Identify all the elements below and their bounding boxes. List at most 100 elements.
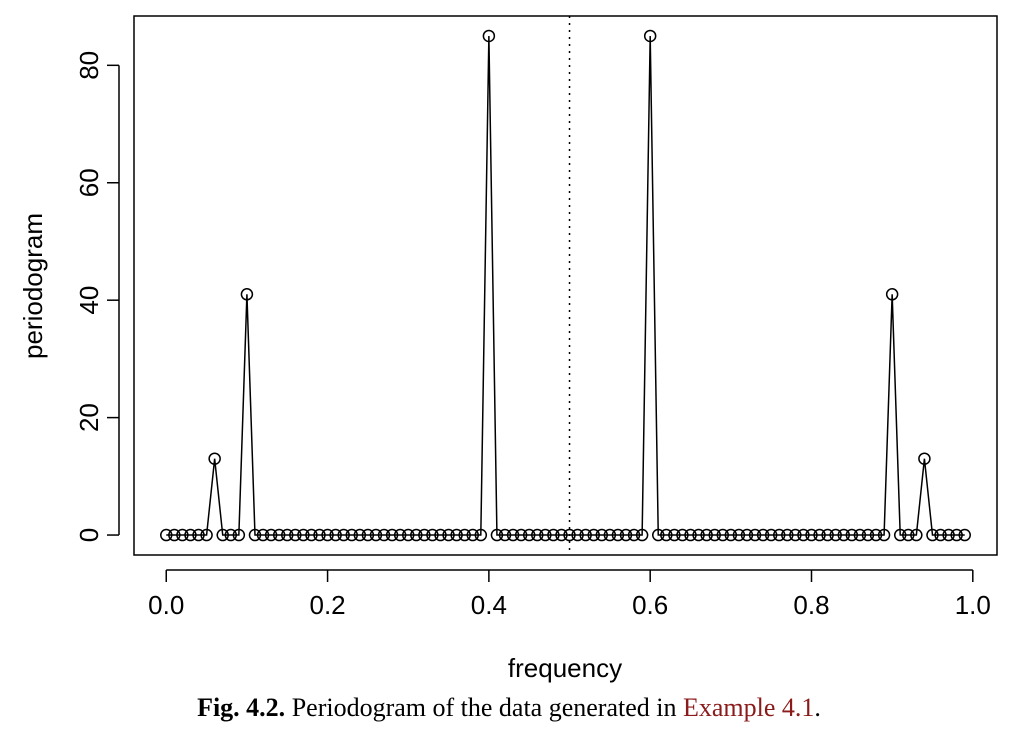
data-point: [724, 528, 738, 542]
data-point: [345, 528, 359, 542]
data-point: [635, 528, 649, 542]
data-point: [208, 452, 221, 465]
x-tick-label: 0.2: [309, 590, 345, 620]
x-axis-label: frequency: [508, 653, 622, 683]
caption-figure-label: Fig. 4.2.: [197, 693, 286, 722]
data-point: [385, 528, 399, 542]
y-axis: 0 20 40 60 80: [74, 51, 120, 542]
data-point: [240, 288, 254, 301]
data-point: [458, 528, 471, 542]
data-point: [861, 528, 875, 542]
series-line: [166, 35, 965, 536]
data-point: [176, 528, 189, 542]
data-point: [160, 528, 173, 542]
data-point: [692, 528, 705, 542]
data-point: [652, 528, 665, 542]
data-point: [845, 528, 859, 542]
data-point: [361, 528, 375, 542]
data-point: [450, 528, 463, 542]
periodogram-chart: 0.0 0.2 0.4 0.6 0.8 1.0 0 20 40 60 80 frequency p…: [18, 15, 998, 683]
data-point: [942, 528, 955, 542]
data-point: [168, 528, 181, 542]
data-point: [490, 528, 504, 542]
data-point: [934, 528, 947, 542]
caption-text: Periodogram of the data generated in: [285, 693, 683, 722]
data-point: [764, 528, 778, 542]
data-point: [708, 528, 721, 542]
data-point: [797, 528, 810, 542]
data-point: [668, 528, 681, 542]
data-point: [950, 528, 963, 542]
data-point: [522, 528, 536, 542]
figure-caption: Fig. 4.2. Periodogram of the data genera…: [0, 693, 1018, 723]
data-point: [498, 528, 512, 542]
data-point: [926, 528, 939, 542]
x-tick-label: 1.0: [955, 590, 991, 620]
data-point: [611, 528, 625, 542]
y-tick-label: 80: [74, 51, 104, 80]
data-point: [740, 528, 754, 542]
plot-frame: [133, 15, 998, 556]
data-point: [353, 528, 367, 542]
data-point: [539, 528, 552, 542]
data-point: [805, 528, 818, 542]
data-point: [192, 528, 205, 542]
data-point: [877, 528, 891, 542]
data-point: [781, 528, 794, 542]
data-point: [869, 528, 883, 542]
data-point: [232, 528, 246, 542]
data-point: [789, 528, 802, 542]
data-point: [410, 528, 423, 542]
data-point: [579, 528, 592, 542]
data-point: [272, 528, 286, 542]
data-point: [474, 528, 488, 542]
series-layer: [160, 29, 971, 542]
data-point: [756, 528, 770, 542]
caption-end: .: [814, 693, 821, 722]
x-tick-label: 0.4: [471, 590, 507, 620]
data-point: [595, 528, 609, 542]
data-point: [256, 528, 270, 542]
x-axis: 0.0 0.2 0.4 0.6 0.8 1.0: [148, 569, 991, 620]
data-point: [716, 528, 730, 542]
data-point: [466, 528, 479, 542]
data-point: [563, 528, 576, 542]
y-tick-label: 60: [74, 168, 104, 197]
data-point: [571, 528, 584, 542]
data-point: [442, 528, 455, 542]
data-point: [305, 528, 318, 542]
data-point: [514, 528, 528, 542]
y-tick-label: 0: [74, 528, 104, 542]
caption-example-link[interactable]: Example 4.1: [682, 693, 815, 722]
data-point: [813, 528, 826, 542]
data-point: [587, 528, 600, 542]
data-point: [958, 528, 971, 542]
y-tick-label: 20: [74, 403, 104, 432]
data-point: [555, 528, 568, 542]
data-point: [297, 528, 310, 542]
data-point: [700, 528, 713, 542]
data-point: [506, 528, 520, 542]
data-point: [918, 452, 931, 465]
data-point: [676, 528, 689, 542]
data-point: [200, 528, 213, 542]
data-point: [547, 528, 560, 542]
data-point: [893, 528, 907, 542]
data-point: [184, 528, 197, 542]
data-point: [434, 528, 447, 542]
data-point: [829, 528, 842, 542]
data-point: [248, 528, 262, 542]
data-point: [401, 528, 415, 542]
y-tick-label: 40: [74, 286, 104, 315]
data-point: [660, 528, 673, 542]
data-point: [821, 528, 834, 542]
data-point: [531, 528, 544, 542]
data-point: [321, 528, 334, 542]
data-point: [337, 528, 350, 542]
data-point: [482, 29, 496, 43]
x-tick-label: 0.8: [793, 590, 829, 620]
x-tick-label: 0.6: [632, 590, 668, 620]
data-point: [289, 528, 302, 542]
data-point: [329, 528, 342, 542]
data-point: [684, 528, 697, 542]
